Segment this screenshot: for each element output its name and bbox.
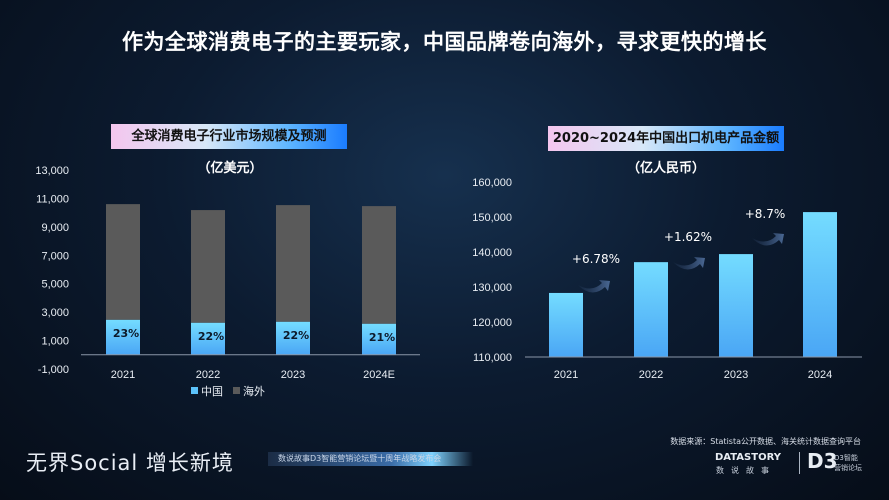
left-bar-overseas xyxy=(191,210,225,323)
right-y-tick: 130,000 xyxy=(472,282,512,294)
left-y-tick: 3,000 xyxy=(41,307,69,319)
right-bar xyxy=(803,212,837,357)
right-y-tick: 120,000 xyxy=(472,317,512,329)
left-chart-title: 全球消费电子行业市场规模及预测 xyxy=(111,124,347,149)
growth-annotation: +6.78% xyxy=(572,252,620,266)
left-y-tick: 5,000 xyxy=(41,279,69,291)
left-data-label: 21% xyxy=(369,331,395,344)
left-bar-china xyxy=(362,323,396,355)
left-bar-overseas xyxy=(362,206,396,324)
legend-label-china: 中国 xyxy=(201,385,223,398)
right-y-tick: 150,000 xyxy=(472,212,512,224)
right-x-tick: 2021 xyxy=(554,369,578,381)
left-y-tick: 11,000 xyxy=(36,193,69,205)
left-x-tick: 2024E xyxy=(363,369,395,381)
left-y-tick: -1,000 xyxy=(38,364,69,376)
d3-logo-sub: D3智能营销论坛 xyxy=(834,454,862,472)
growth-arrow-icon xyxy=(578,280,610,293)
left-data-label: 22% xyxy=(198,330,224,343)
left-bar-overseas xyxy=(106,204,140,320)
data-source: 数据来源：Statista公开数据、海关统计数据查询平台 xyxy=(670,437,861,446)
left-bar-china xyxy=(191,322,225,355)
right-bar xyxy=(549,292,583,357)
left-x-tick: 2021 xyxy=(111,369,135,381)
right-bar xyxy=(634,262,668,357)
footer-tagline: 数说故事D3智能营销论坛暨十周年战略发布会 xyxy=(268,452,473,466)
logo-divider xyxy=(799,452,800,474)
right-chart-title: 2020~2024年中国出口机电产品金额 xyxy=(548,126,784,151)
left-x-tick: 2023 xyxy=(281,369,305,381)
legend-swatch-overseas xyxy=(233,387,240,394)
d3-logo: D3 xyxy=(807,449,838,473)
right-y-tick: 110,000 xyxy=(473,352,512,364)
growth-annotation: +8.7% xyxy=(745,207,786,221)
growth-annotation: +1.62% xyxy=(664,230,712,244)
left-data-label: 22% xyxy=(283,329,309,342)
right-y-tick: 160,000 xyxy=(472,177,512,189)
footer-brand: 无界Social 增长新境 xyxy=(26,451,234,475)
datastory-logo-sub: 数说故事 xyxy=(716,466,776,475)
left-chart-unit: （亿美元） xyxy=(197,161,263,176)
growth-arrow-icon xyxy=(673,257,705,270)
left-y-tick: 1,000 xyxy=(41,336,69,348)
legend-label-overseas: 海外 xyxy=(243,384,265,398)
right-y-tick: 140,000 xyxy=(472,247,512,259)
left-y-tick: 9,000 xyxy=(41,222,69,234)
left-bar-china xyxy=(106,319,140,355)
left-bar-overseas xyxy=(276,205,310,322)
left-y-tick: 7,000 xyxy=(41,250,69,262)
right-x-tick: 2024 xyxy=(808,369,832,381)
left-data-label: 23% xyxy=(113,327,139,340)
right-x-tick: 2023 xyxy=(724,369,748,381)
left-x-tick: 2022 xyxy=(196,369,220,381)
page-title: 作为全球消费电子的主要玩家，中国品牌卷向海外，寻求更快的增长 xyxy=(122,30,767,54)
legend-swatch-china xyxy=(191,387,198,394)
left-bar-china xyxy=(276,321,310,355)
datastory-logo: DATASTORY xyxy=(715,452,781,463)
right-x-tick: 2022 xyxy=(639,369,663,381)
growth-arrow-icon xyxy=(752,233,784,246)
right-bar xyxy=(719,254,753,357)
right-chart-unit: （亿人民币） xyxy=(626,161,705,176)
left-y-tick: 13,000 xyxy=(35,165,69,177)
